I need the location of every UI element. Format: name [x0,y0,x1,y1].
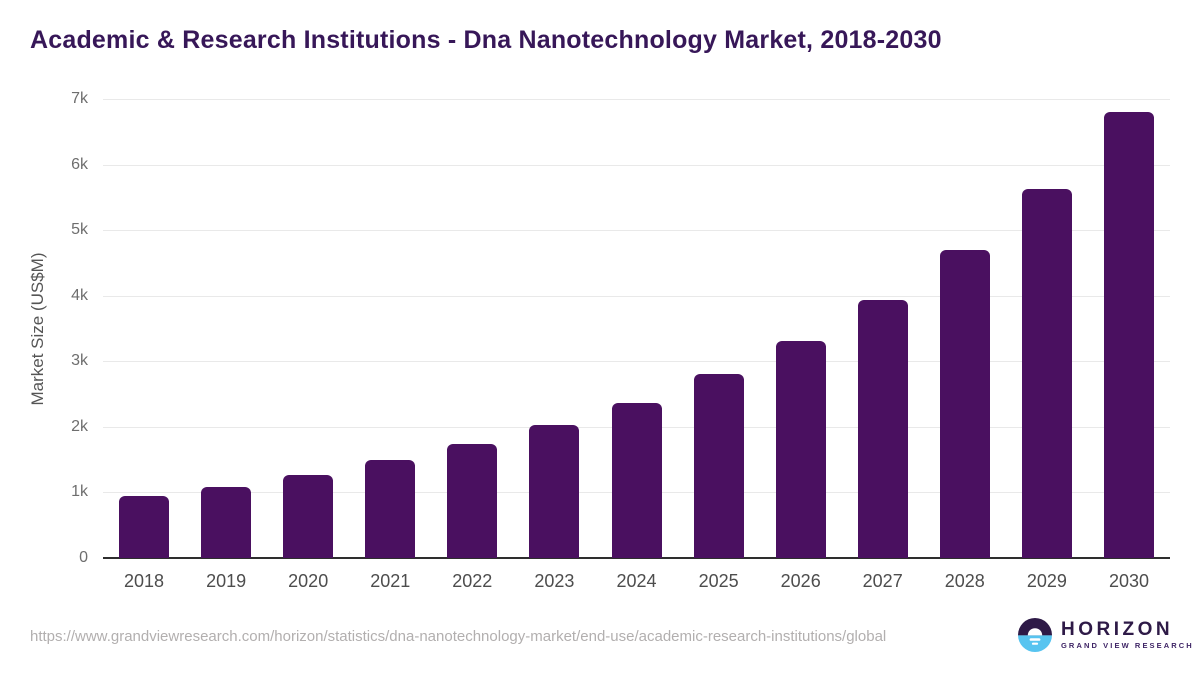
gridline-3k [103,361,1170,363]
y-axis-tick-label: 4k [71,286,88,304]
horizon-logo-subtitle: GRAND VIEW RESEARCH [1061,640,1194,650]
x-axis-tick-label: 2025 [698,571,739,591]
x-axis-line [103,557,1170,559]
bar-2019[interactable] [201,486,252,558]
sun-horizon-icon [1018,618,1052,652]
y-axis-tick-label: 1k [71,483,88,501]
y-axis-title: Market Size (US$M) [28,252,47,406]
bar-2029[interactable] [1021,188,1072,558]
gridline-7k [103,99,1170,100]
x-axis-tick-label: 2024 [616,571,657,591]
gridline-4k [103,295,1170,297]
bar-2028[interactable] [939,249,990,558]
x-axis-tick-label: 2030 [1108,571,1150,591]
x-axis-tick-label: 2026 [780,571,821,591]
bar-2030[interactable] [1104,111,1154,558]
bar-2023[interactable] [529,424,580,558]
x-axis-tick-label: 2029 [1026,571,1067,591]
x-axis-tick-label: 2018 [123,571,165,591]
y-axis-tick-label: 5k [71,221,88,239]
y-axis-tick-label: 0 [79,549,88,566]
horizon-logo-name: HORIZON [1061,618,1174,640]
bar-2020[interactable] [283,474,334,558]
x-axis-tick-label: 2022 [452,571,493,591]
bar-2024[interactable] [611,402,662,558]
x-axis-tick-label: 2019 [206,571,247,591]
y-axis-tick-label: 7k [71,90,88,107]
y-axis-tick-label: 6k [71,155,88,173]
bar-2026[interactable] [775,341,826,558]
gridline-5k [103,230,1170,232]
x-axis-tick-label: 2020 [288,571,329,591]
bar-2022[interactable] [447,443,498,558]
x-axis-tick-label: 2021 [370,571,411,591]
x-axis-tick-label: 2028 [944,571,985,591]
bar-2018[interactable] [119,495,169,558]
bar-2027[interactable] [857,300,908,558]
source-url: https://www.grandviewresearch.com/horizo… [30,628,887,645]
page-title: Academic & Research Institutions - Dna N… [30,26,942,54]
y-axis-tick-label: 2k [71,417,88,435]
gridline-6k [103,164,1170,166]
y-axis-tick-label: 3k [71,352,88,370]
bar-2021[interactable] [365,460,416,558]
horizon-logo: HORIZON GRAND VIEW RESEARCH [1018,618,1194,652]
x-axis-tick-label: 2023 [534,571,575,591]
x-axis-tick-label: 2027 [862,571,903,591]
bar-2025[interactable] [693,374,744,558]
